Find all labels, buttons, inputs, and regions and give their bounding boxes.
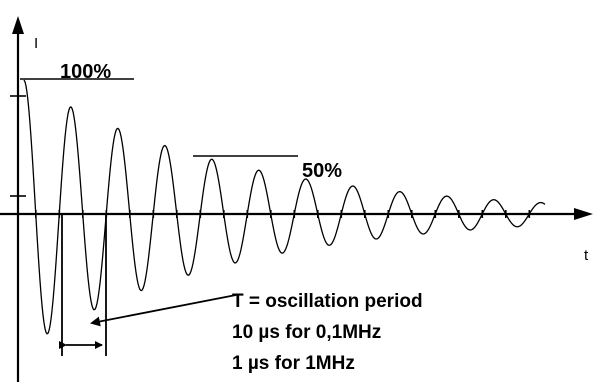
annotation-line-1: T = oscillation period bbox=[232, 291, 423, 312]
y-axis-arrow-icon bbox=[12, 16, 24, 34]
level-100-label: 100% bbox=[60, 61, 111, 83]
annotation-line-3: 1 µs for 1MHz bbox=[232, 353, 355, 374]
annotation-line-2: 10 µs for 0,1MHz bbox=[232, 322, 381, 343]
damped-waveform bbox=[23, 79, 546, 335]
y-axis-label: I bbox=[34, 35, 38, 52]
period-pointer-arrow bbox=[90, 294, 237, 327]
level-50-label: 50% bbox=[302, 160, 342, 182]
x-axis-arrow-icon bbox=[574, 208, 593, 220]
x-axis-label: t bbox=[584, 247, 589, 264]
